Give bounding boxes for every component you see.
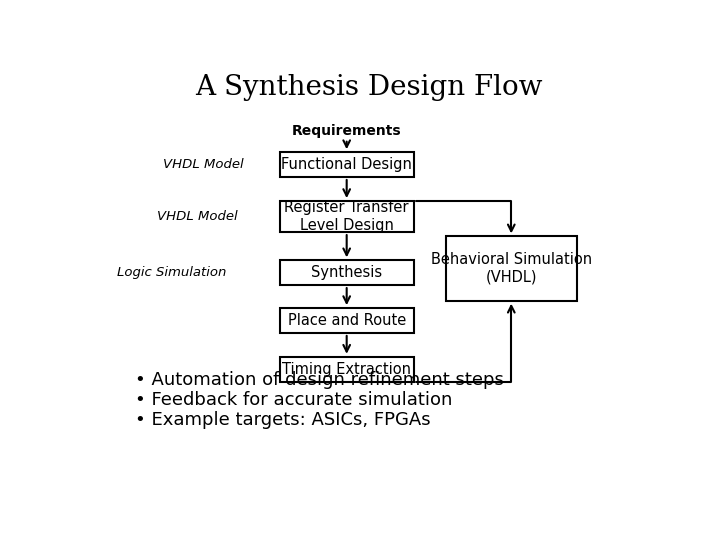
Text: VHDL Model: VHDL Model	[157, 210, 238, 223]
Text: Logic Simulation: Logic Simulation	[117, 266, 227, 279]
Text: VHDL Model: VHDL Model	[163, 158, 243, 171]
Text: Requirements: Requirements	[292, 124, 402, 138]
Text: • Example targets: ASICs, FPGAs: • Example targets: ASICs, FPGAs	[135, 411, 431, 429]
Text: Behavioral Simulation
(VHDL): Behavioral Simulation (VHDL)	[431, 252, 592, 285]
FancyBboxPatch shape	[446, 237, 577, 301]
FancyBboxPatch shape	[280, 201, 414, 232]
Text: Place and Route: Place and Route	[287, 313, 406, 328]
Text: Synthesis: Synthesis	[311, 265, 382, 280]
Text: Timing Extraction: Timing Extraction	[282, 362, 411, 377]
FancyBboxPatch shape	[280, 260, 414, 285]
Text: • Feedback for accurate simulation: • Feedback for accurate simulation	[135, 392, 452, 409]
FancyBboxPatch shape	[280, 357, 414, 382]
Text: A Synthesis Design Flow: A Synthesis Design Flow	[195, 74, 543, 101]
FancyBboxPatch shape	[280, 152, 414, 177]
Text: • Automation of design refinement steps: • Automation of design refinement steps	[135, 372, 503, 389]
FancyBboxPatch shape	[280, 308, 414, 333]
Text: Functional Design: Functional Design	[282, 157, 412, 172]
Text: Register Transfer
Level Design: Register Transfer Level Design	[284, 200, 409, 233]
